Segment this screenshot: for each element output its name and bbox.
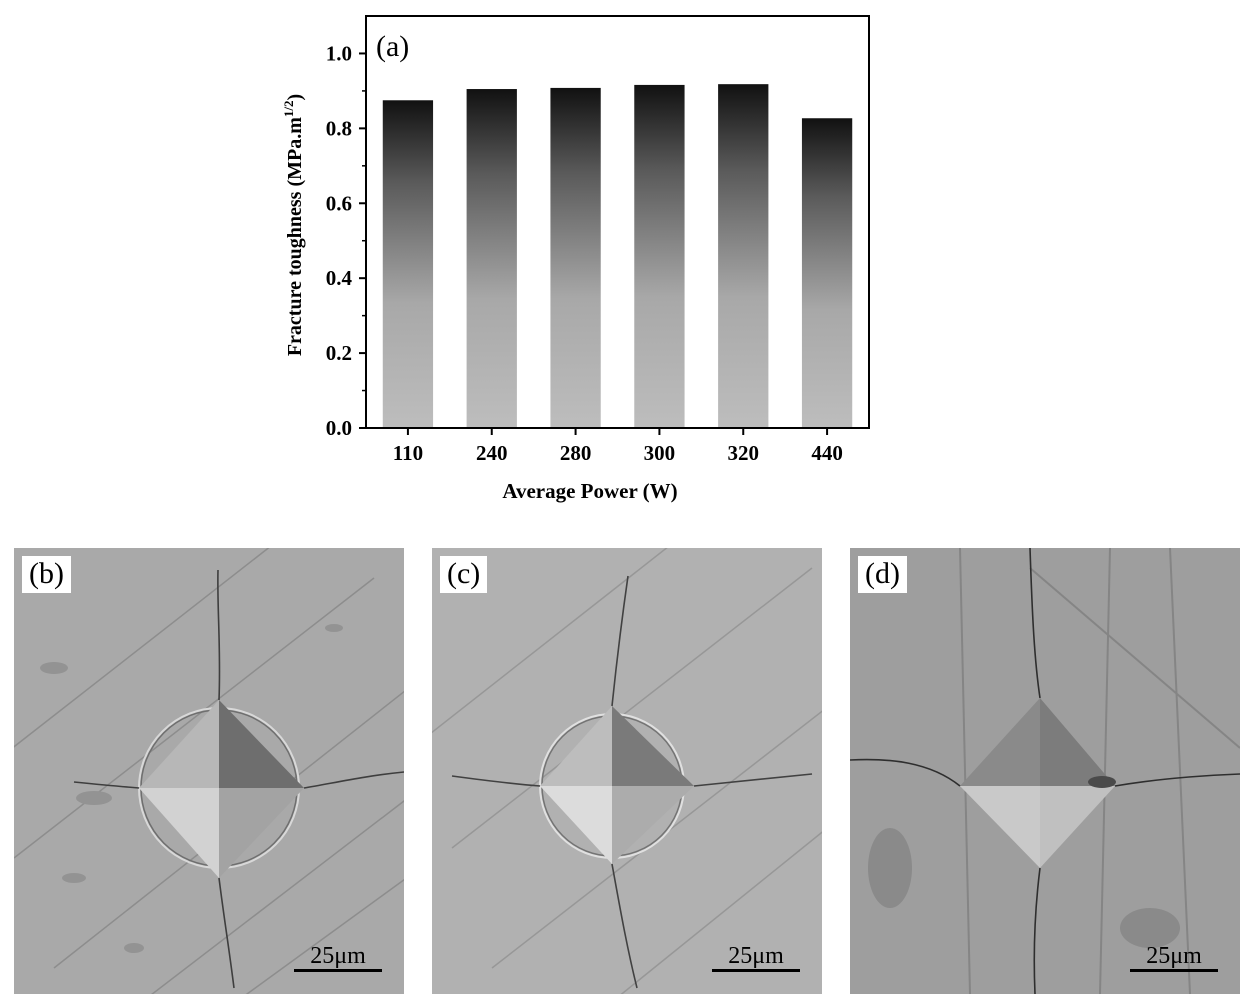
y-axis-title-main: Fracture toughness (MPa.m [284, 117, 306, 356]
bar-chart: 0.0 0.2 0.4 0.6 0.8 1.0 110 240 280 300 320 440 (a… [281, 15, 870, 503]
micrograph-c-scale-line [712, 969, 800, 972]
x-tick-label: 440 [811, 441, 843, 465]
x-axis-title: Average Power (W) [502, 479, 677, 503]
micrograph-c: (c) 25μm [432, 548, 822, 994]
micrograph-d-scale-line [1130, 969, 1218, 972]
micrograph-c-scalebar: 25μm [712, 944, 800, 972]
bar-300 [634, 84, 685, 428]
micrograph-b-image [14, 548, 404, 994]
micrograph-c-label: (c) [440, 556, 488, 593]
y-tick-label: 0.0 [326, 416, 352, 440]
plot-frame [365, 15, 870, 429]
x-tick-label: 320 [728, 441, 760, 465]
micrograph-c-image [432, 548, 822, 994]
bar-280 [550, 87, 601, 429]
y-axis-title-sup: 1/2 [281, 101, 296, 118]
x-tick-label: 280 [560, 441, 592, 465]
micrograph-d: (d) 25μm [850, 548, 1240, 994]
micrograph-d-scale-text: 25μm [1146, 943, 1202, 969]
x-tick-label: 300 [644, 441, 676, 465]
x-tick-label: 240 [476, 441, 508, 465]
bar-240 [466, 89, 517, 428]
bar-110 [382, 100, 434, 428]
bar-440 [801, 118, 853, 428]
y-tick-label: 0.2 [326, 341, 352, 365]
y-tick-label: 0.6 [326, 191, 352, 215]
micrograph-b: (b) 25μm [14, 548, 404, 994]
micrograph-b-label: (b) [22, 556, 71, 593]
y-tick-label: 0.8 [326, 116, 352, 140]
micrograph-c-scale-text: 25μm [728, 943, 784, 969]
bar-320 [718, 84, 769, 429]
micrograph-d-scalebar: 25μm [1130, 944, 1218, 972]
micrograph-b-scalebar: 25μm [294, 944, 382, 972]
y-tick-label: 1.0 [326, 41, 352, 65]
micrograph-b-scale-line [294, 969, 382, 972]
y-axis-title-end: ) [284, 94, 306, 101]
panel-label-a: (a) [376, 30, 409, 63]
micrograph-b-scale-text: 25μm [310, 943, 366, 969]
micrograph-d-label: (d) [858, 556, 907, 593]
micrograph-d-image [850, 548, 1240, 994]
y-axis-title: Fracture toughness (MPa.m1/2) [281, 94, 306, 356]
x-tick-label: 110 [393, 441, 423, 465]
y-tick-label: 0.4 [326, 266, 353, 290]
